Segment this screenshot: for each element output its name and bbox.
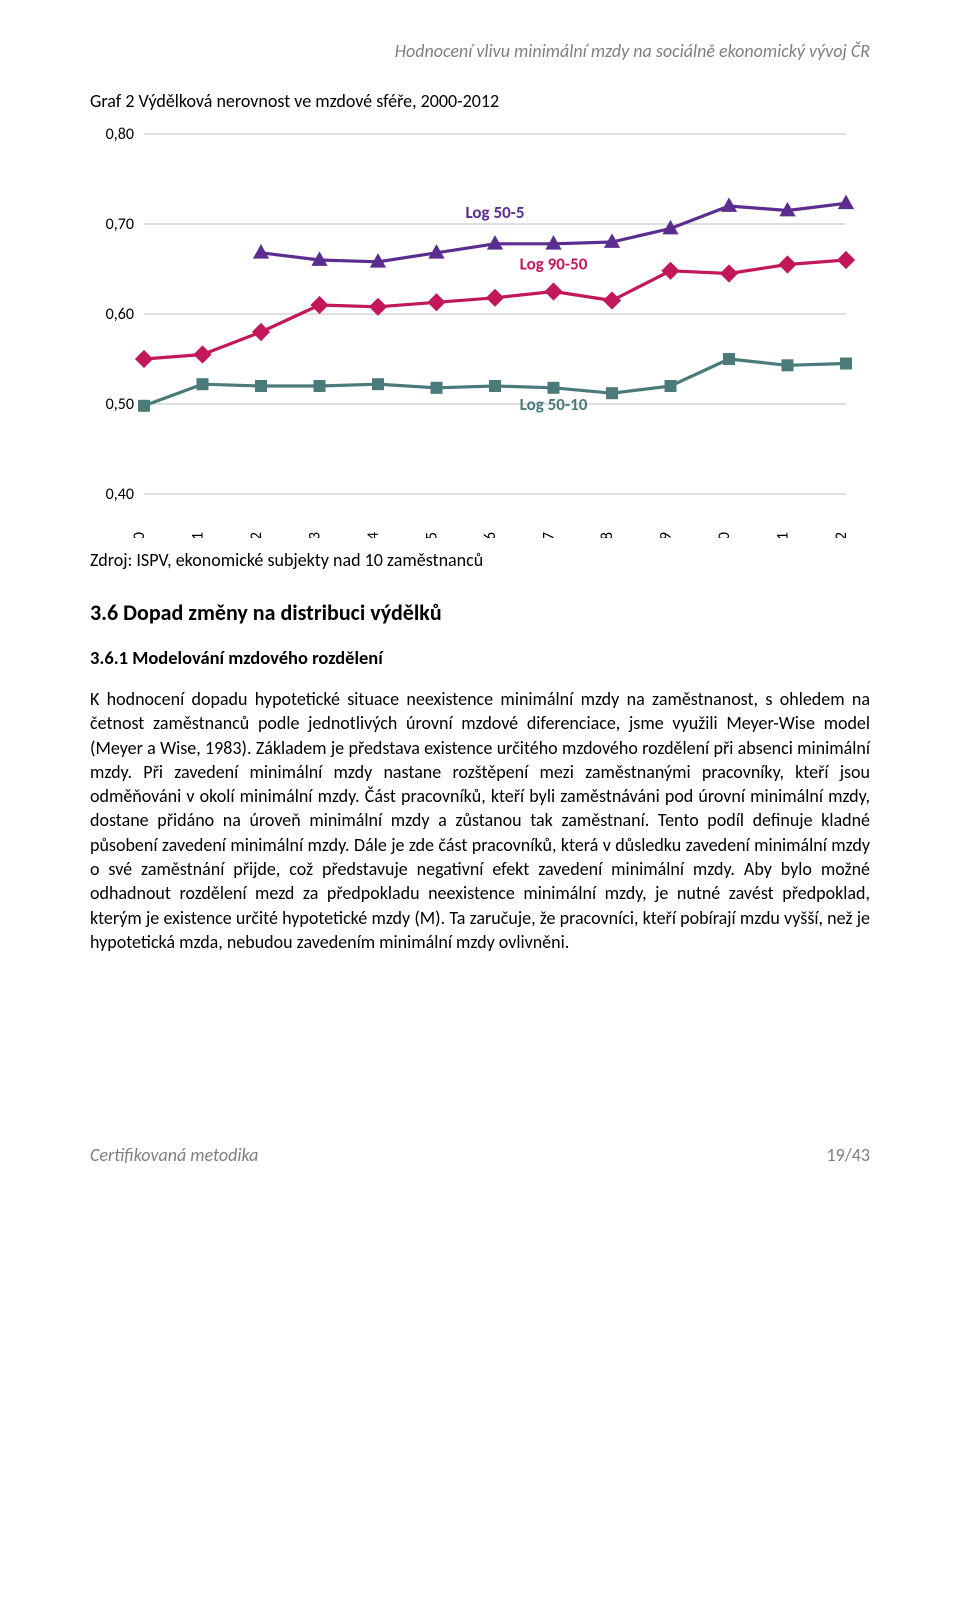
page-footer: Certifikovaná metodika 19/43 bbox=[90, 1144, 870, 1166]
svg-text:0,50: 0,50 bbox=[106, 395, 134, 414]
chart-source: Zdroj: ISPV, ekonomické subjekty nad 10 … bbox=[90, 549, 870, 571]
svg-text:2005: 2005 bbox=[423, 532, 442, 538]
svg-text:2011: 2011 bbox=[774, 532, 793, 538]
page: Hodnocení vlivu minimální mzdy na sociál… bbox=[0, 0, 960, 1206]
svg-text:2007: 2007 bbox=[540, 532, 559, 538]
line-chart: 0,40 0,50 0,60 0,70 0,80 2000 2001 2002 2003 2004… bbox=[90, 118, 860, 538]
chart-container: 0,40 0,50 0,60 0,70 0,80 2000 2001 2002 2003 2004… bbox=[90, 118, 870, 543]
svg-text:2008: 2008 bbox=[598, 532, 617, 538]
svg-text:0,80: 0,80 bbox=[106, 125, 134, 144]
footer-page-number: 19/43 bbox=[827, 1144, 870, 1166]
svg-text:2012: 2012 bbox=[832, 532, 851, 538]
svg-text:2000: 2000 bbox=[130, 532, 149, 538]
svg-text:Log 90-50: Log 90-50 bbox=[520, 254, 588, 275]
svg-text:0,60: 0,60 bbox=[106, 305, 134, 324]
chart-title: Graf 2 Výdělková nerovnost ve mzdové sfé… bbox=[90, 90, 870, 112]
svg-text:Log 50-10: Log 50-10 bbox=[520, 394, 588, 415]
subsection-heading: 3.6.1 Modelování mzdového rozdělení bbox=[90, 646, 870, 669]
svg-text:2001: 2001 bbox=[189, 532, 208, 538]
svg-text:2009: 2009 bbox=[657, 532, 676, 538]
svg-text:2003: 2003 bbox=[306, 532, 325, 538]
svg-text:0,40: 0,40 bbox=[106, 485, 134, 504]
svg-text:2010: 2010 bbox=[715, 532, 734, 538]
footer-left: Certifikovaná metodika bbox=[90, 1144, 258, 1166]
running-head: Hodnocení vlivu minimální mzdy na sociál… bbox=[90, 40, 870, 62]
svg-text:2002: 2002 bbox=[247, 532, 266, 538]
svg-text:0,70: 0,70 bbox=[106, 215, 134, 234]
svg-text:2006: 2006 bbox=[481, 532, 500, 538]
svg-text:2004: 2004 bbox=[364, 532, 383, 538]
body-paragraph: K hodnocení dopadu hypotetické situace n… bbox=[90, 687, 870, 954]
section-heading: 3.6 Dopad změny na distribuci výdělků bbox=[90, 599, 870, 626]
svg-text:Log 50-5: Log 50-5 bbox=[465, 202, 524, 223]
